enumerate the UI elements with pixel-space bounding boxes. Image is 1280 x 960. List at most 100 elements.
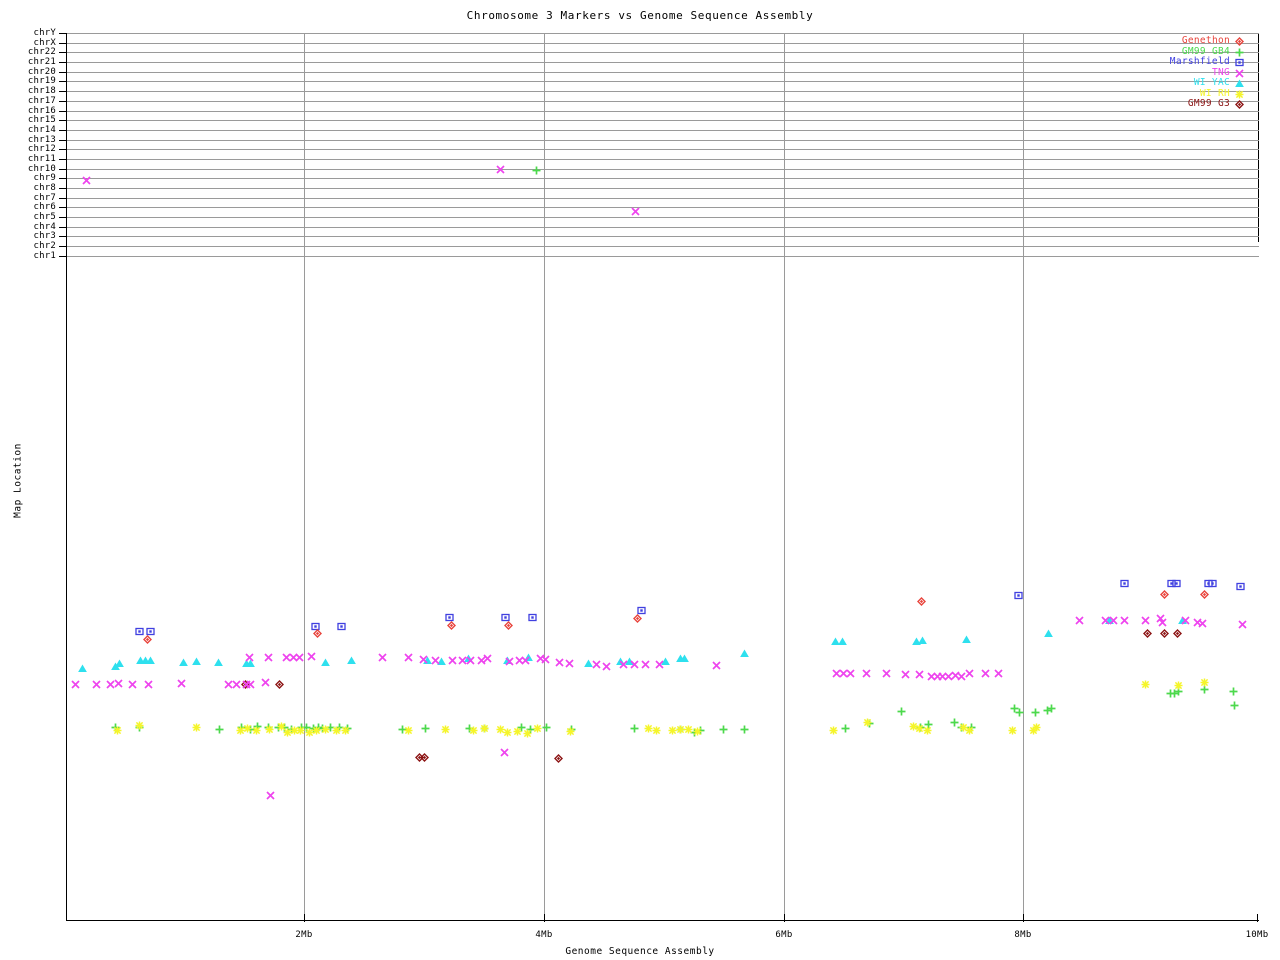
legend-item-wi-rh[interactable]: WI RH: [1118, 88, 1258, 100]
vertical-gridline-8Mb: [1023, 33, 1024, 921]
y-tick-chr3: [59, 236, 67, 238]
marker-genethon: [632, 613, 642, 623]
gridline-chr16: [66, 110, 1259, 112]
marker-wi-rh: [290, 726, 299, 735]
marker-tng: [504, 656, 514, 666]
marker-tng: [1119, 615, 1129, 625]
marker-wi-rh: [496, 725, 505, 734]
marker-genethon: [916, 596, 926, 606]
marker-tng: [306, 651, 316, 661]
marker-wi-yac: [911, 637, 921, 646]
gridline-chrX: [66, 42, 1259, 44]
marker-wi-yac: [679, 654, 689, 663]
y-tick-chr9: [59, 178, 67, 180]
marker-gm99-gb4: [897, 707, 906, 716]
marker-wi-yac: [436, 657, 446, 666]
marker-tng: [993, 668, 1003, 678]
marker-gm99-gb4: [924, 720, 933, 729]
legend-item-tng[interactable]: TNG: [1118, 67, 1258, 79]
marker-tng: [457, 655, 467, 665]
marker-genethon: [312, 628, 322, 638]
marker-wi-rh: [321, 725, 330, 734]
gridline-chr20: [66, 71, 1259, 73]
marker-wi-yac: [213, 658, 223, 667]
marker-wi-rh: [441, 725, 450, 734]
marker-tng: [601, 661, 611, 671]
marker-tng: [105, 679, 115, 689]
marker-gm99-gb4: [215, 725, 224, 734]
marker-wi-rh: [243, 724, 252, 733]
y-tick-chr14: [59, 129, 67, 131]
diamond-icon: [1235, 99, 1246, 110]
marker-tng: [281, 652, 291, 662]
marker-genethon: [446, 620, 456, 630]
marker-gm99-gb4: [719, 725, 728, 734]
legend-item-wi-yac[interactable]: WI YAC: [1118, 77, 1258, 89]
y-tick-label-chr16: chr16: [27, 105, 56, 116]
marker-gm99-gb4: [517, 723, 526, 732]
marker-wi-rh: [1032, 723, 1041, 732]
y-tick-label-chr2: chr2: [33, 241, 56, 252]
marker-tng: [176, 678, 186, 688]
marker-marshfield: [500, 613, 510, 622]
legend-item-gm99-g3[interactable]: GM99 G3: [1118, 98, 1258, 110]
marker-wi-rh: [676, 725, 685, 734]
marker-tng: [943, 671, 953, 681]
legend-item-gm99-gb4[interactable]: GM99 GB4: [1118, 46, 1258, 58]
y-tick-label-chr11: chr11: [27, 153, 56, 164]
marker-wi-yac: [583, 659, 593, 668]
gridline-chrY: [66, 33, 1259, 34]
marker-wi-rh: [863, 718, 872, 727]
marker-tng: [263, 652, 273, 662]
marker-gm99-gb4: [1229, 687, 1238, 696]
marker-tng: [482, 653, 492, 663]
marker-wi-rh: [513, 727, 522, 736]
plot-frame: [66, 33, 1259, 921]
marker-wi-rh: [829, 726, 838, 735]
legend-item-genethon[interactable]: Genethon: [1118, 35, 1258, 47]
marker-tng: [113, 678, 123, 688]
diamond-icon: [1235, 36, 1246, 47]
x-tick-label-2Mb: 2Mb: [295, 930, 313, 940]
marker-wi-rh: [312, 726, 321, 735]
y-tick-chrY: [59, 33, 67, 34]
marker-marshfield: [134, 627, 144, 636]
legend-label: Marshfield: [1169, 56, 1230, 67]
marker-tng: [1197, 618, 1207, 628]
gridline-chr7: [66, 197, 1259, 199]
gridline-chr21: [66, 62, 1259, 64]
marker-tng: [127, 679, 137, 689]
y-tick-chr21: [59, 62, 67, 64]
marker-wi-rh: [1174, 681, 1183, 690]
marker-tng: [223, 679, 233, 689]
marker-tng: [244, 652, 254, 662]
marker-gm99-gb4: [532, 166, 541, 175]
marker-tng: [81, 175, 91, 185]
marker-wi-rh: [566, 727, 575, 736]
gridline-chr5: [66, 217, 1259, 219]
x-tick-label-10Mb: 10Mb: [1245, 930, 1269, 940]
gridline-chr10: [66, 168, 1259, 170]
marker-tng: [418, 654, 428, 664]
gridline-chr3: [66, 236, 1259, 238]
marker-marshfield: [636, 606, 646, 615]
marker-wi-yac: [145, 656, 155, 665]
marker-wi-yac: [830, 637, 840, 646]
marker-wi-rh: [404, 726, 413, 735]
legend-item-marshfield[interactable]: Marshfield: [1118, 56, 1258, 68]
marker-gm99-g3: [1142, 628, 1152, 638]
marker-tng: [1155, 613, 1165, 623]
cross-icon: [1235, 68, 1246, 79]
marker-marshfield: [145, 627, 155, 636]
y-tick-chr20: [59, 71, 67, 73]
marker-wi-yac: [660, 657, 670, 666]
marker-wi-yac: [191, 657, 201, 666]
marker-tng: [143, 679, 153, 689]
marker-tng: [980, 668, 990, 678]
x-tick-label-4Mb: 4Mb: [535, 930, 553, 940]
marker-wi-rh: [135, 721, 144, 730]
marker-wi-rh: [923, 726, 932, 735]
marker-wi-rh: [1141, 680, 1150, 689]
marker-tng: [564, 658, 574, 668]
gridline-chr22: [66, 52, 1259, 54]
